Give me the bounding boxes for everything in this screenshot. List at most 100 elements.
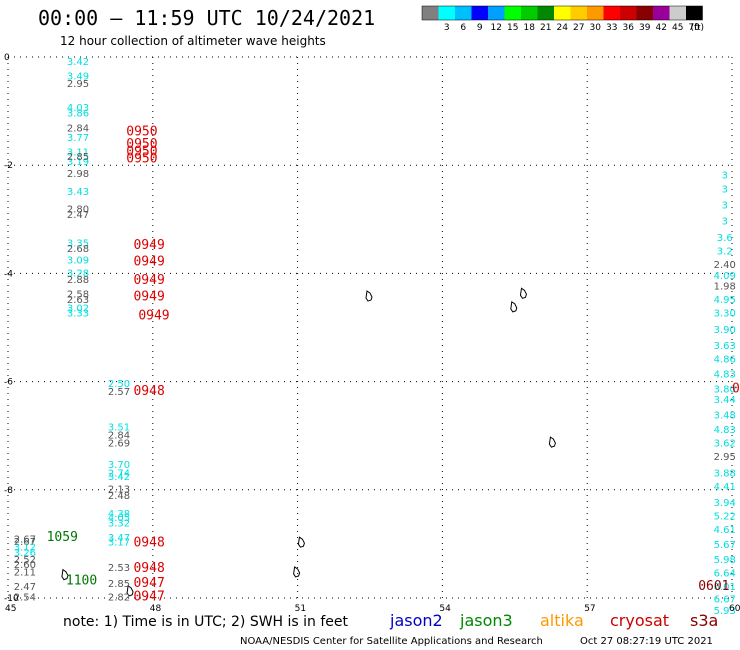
swh-value: 3 (722, 200, 728, 211)
legend-label: 15 (507, 23, 518, 33)
swh-value: 3.12 (14, 542, 36, 553)
swh-value: 2.48 (108, 491, 130, 502)
pass-time-label: 0949 (133, 238, 164, 253)
legend-label: 9 (477, 23, 483, 33)
map-subtitle: 12 hour collection of altimeter wave hei… (60, 34, 326, 48)
swh-value: 2.68 (67, 244, 89, 255)
swh-value: 3.49 (67, 72, 89, 83)
pass-time-label: 0947 (133, 576, 164, 591)
island-outline (365, 290, 373, 302)
pass-time-labels: 0950095009500950094909490949094909490948… (47, 124, 740, 604)
swh-value: 3.94 (714, 498, 736, 509)
swh-value: 3.30 (714, 309, 736, 320)
swh-value: 6.01 (714, 582, 736, 593)
legend-swatch (521, 6, 538, 20)
note-text: note: 1) Time is in UTC; 2) SWH is in fe… (63, 614, 349, 630)
swh-value: 3.26 (14, 548, 36, 559)
swh-value: 3.35 (67, 238, 89, 249)
mission-s3a: s3a (690, 611, 718, 630)
swh-value: 3.33 (67, 309, 89, 320)
swh-value: 2.80 (67, 204, 89, 215)
y-tick-label: -8 (4, 486, 13, 496)
mission-altika: altika (540, 611, 584, 630)
swh-value: 6.67 (714, 594, 736, 605)
island-outline (61, 568, 69, 581)
swh-value: 2.58 (67, 290, 89, 301)
footer-timestamp: Oct 27 08:27:19 UTC 2021 (580, 636, 713, 647)
legend-swatch (669, 6, 686, 20)
x-tick-label: 48 (150, 604, 162, 614)
legend-label: 36 (623, 23, 635, 33)
swh-value: 3.09 (67, 256, 89, 267)
mission-cryosat: cryosat (610, 611, 669, 630)
legend-label: 12 (491, 23, 502, 33)
legend-swatch (537, 6, 554, 20)
pass-time-label: 1100 (66, 573, 97, 588)
swh-value: 4.86 (714, 355, 736, 366)
swh-value: 2.54 (14, 593, 36, 604)
footer-credit: NOAA/NESDIS Center for Satellite Applica… (240, 636, 543, 647)
island-outline (510, 301, 518, 313)
swh-value: 6.64 (714, 568, 736, 579)
x-tick-label: 54 (439, 604, 451, 614)
swh-value: 3 (722, 217, 728, 228)
swh-value: 5.98 (714, 555, 736, 566)
y-tick-label: -2 (4, 161, 13, 171)
swh-value: 3.80 (714, 384, 736, 395)
legend-swatch (504, 6, 521, 20)
legend-swatch (471, 6, 488, 20)
swh-value: 2.85 (67, 152, 89, 163)
legend-swatch (653, 6, 670, 20)
swh-value: 3.19 (67, 157, 89, 168)
legend-unit: (ft) (691, 23, 705, 33)
swh-value: 2.57 (108, 387, 130, 398)
swh-value: 4.83 (714, 425, 736, 436)
swh-value: 2.69 (108, 439, 130, 450)
swh-value: 3.86 (67, 109, 89, 120)
swh-value: 3.62 (714, 439, 736, 450)
swh-value: 3.28 (67, 269, 89, 280)
legend-swatch (603, 6, 620, 20)
legend-label: 6 (460, 23, 466, 33)
y-tick-label: -10 (4, 594, 19, 604)
pass-time-label: 0947 (133, 590, 164, 605)
swh-value: 2.13 (108, 485, 130, 496)
swh-value: 1.98 (714, 282, 736, 293)
swh-value: 3.2 (717, 246, 733, 257)
pass-time-label: 0948 (133, 561, 164, 576)
y-tick-label: -6 (4, 378, 13, 388)
swh-value: 5.93 (714, 606, 736, 617)
legend-label: 24 (557, 23, 569, 33)
swh-value: 2.60 (14, 560, 36, 571)
mission-jason3: jason3 (459, 611, 513, 630)
legend-swatch (554, 6, 571, 20)
swh-value: 4.41 (714, 482, 736, 493)
legend-swatch (686, 6, 703, 20)
x-tick-label: 60 (729, 604, 740, 614)
legend-label: 18 (524, 23, 536, 33)
legend-swatch (455, 6, 472, 20)
islands (61, 287, 556, 597)
swh-value: 2.85 (108, 579, 130, 590)
swh-value: 2.47 (14, 582, 36, 593)
swh-value: 4.83 (714, 369, 736, 380)
legend-swatch (422, 6, 439, 20)
pass-time-label: 0949 (133, 273, 164, 288)
swh-value: 3.6 (717, 233, 733, 244)
swh-value: 2.67 (14, 537, 36, 548)
map-title: 00:00 – 11:59 UTC 10/24/2021 (38, 6, 375, 30)
swh-value: 3.42 (67, 57, 89, 68)
legend-label: 3 (444, 23, 450, 33)
island-outline (126, 585, 134, 597)
swh-value: 4.05 (108, 513, 130, 524)
swh-value: 3.32 (108, 519, 130, 530)
axis-ticks: 45 48 51 54 57 60 0 -2 -4 -6 -8 -10 (4, 53, 740, 614)
swh-value: 2.84 (67, 124, 89, 135)
swh-value: 3.51 (108, 422, 130, 433)
pass-time-label: 0949 (138, 308, 169, 323)
legend-swatch (438, 6, 455, 20)
swh-value: 3.17 (108, 538, 130, 549)
swh-value: 2.52 (14, 555, 36, 566)
x-tick-label: 51 (295, 604, 306, 614)
